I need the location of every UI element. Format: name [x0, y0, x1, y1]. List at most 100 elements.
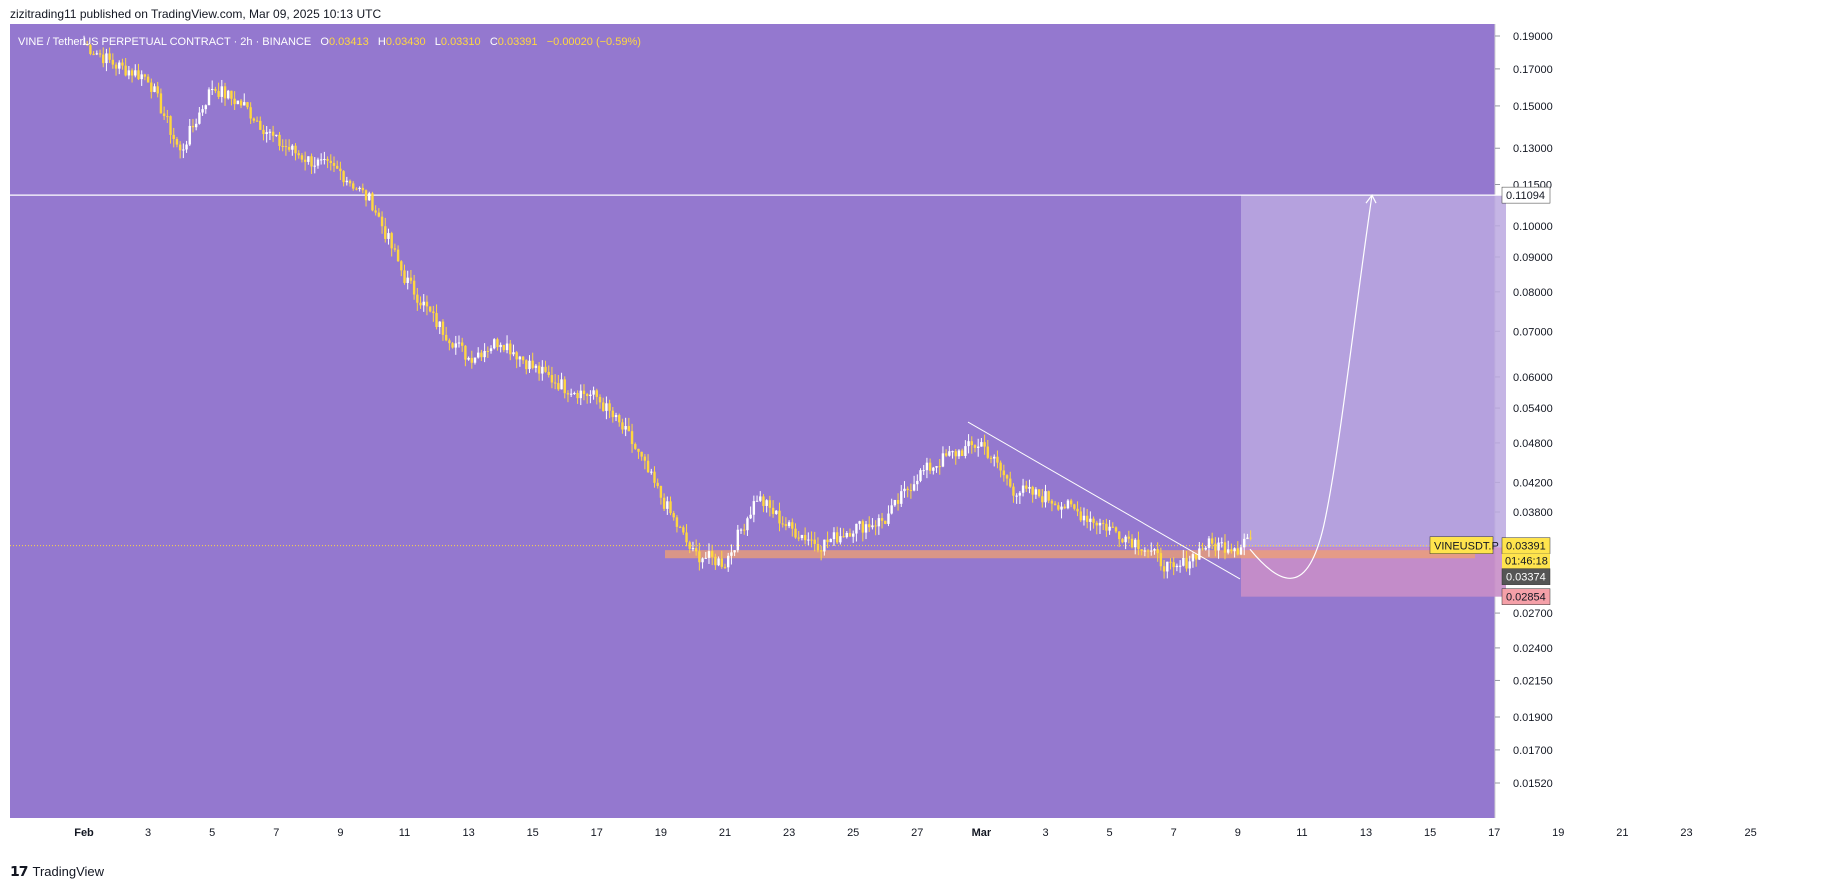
candle-body[interactable]	[486, 351, 490, 353]
candle-body[interactable]	[121, 62, 124, 66]
candle-body[interactable]	[550, 375, 554, 383]
candle-body[interactable]	[204, 105, 207, 110]
candle-body[interactable]	[1223, 542, 1227, 553]
candle-body[interactable]	[387, 233, 390, 239]
candle-body[interactable]	[454, 343, 457, 348]
candle-body[interactable]	[967, 441, 970, 447]
candle-body[interactable]	[557, 383, 560, 390]
candle-body[interactable]	[819, 550, 823, 552]
candle-body[interactable]	[890, 505, 893, 514]
candle-body[interactable]	[803, 534, 807, 541]
candle-body[interactable]	[134, 70, 137, 76]
candle-body[interactable]	[928, 462, 932, 471]
candle-body[interactable]	[563, 379, 566, 394]
candle-body[interactable]	[1185, 557, 1188, 569]
candle-body[interactable]	[505, 343, 509, 351]
candle-body[interactable]	[175, 138, 179, 145]
candle-body[interactable]	[287, 147, 291, 150]
candle-body[interactable]	[1114, 527, 1118, 532]
candle-body[interactable]	[775, 510, 778, 514]
candle-body[interactable]	[1031, 486, 1034, 495]
candle-body[interactable]	[1092, 518, 1095, 523]
candle-body[interactable]	[355, 188, 358, 190]
candle-body[interactable]	[1041, 496, 1044, 503]
candle-body[interactable]	[768, 500, 772, 508]
candle-body[interactable]	[1118, 531, 1121, 540]
candle-body[interactable]	[980, 442, 983, 447]
candle-body[interactable]	[1146, 550, 1150, 552]
candle-body[interactable]	[294, 145, 297, 154]
candle-body[interactable]	[1098, 522, 1102, 526]
candle-body[interactable]	[361, 187, 365, 191]
candle-body[interactable]	[211, 89, 214, 91]
candle-body[interactable]	[794, 528, 797, 538]
candle-body[interactable]	[935, 466, 938, 468]
candle-body[interactable]	[823, 539, 826, 552]
candle-body[interactable]	[1034, 489, 1038, 495]
candle-body[interactable]	[178, 144, 182, 151]
candle-body[interactable]	[137, 70, 140, 80]
candle-body[interactable]	[842, 536, 845, 538]
candle-body[interactable]	[1207, 538, 1211, 548]
candle-body[interactable]	[467, 357, 470, 360]
candle-body[interactable]	[332, 163, 336, 166]
candle-body[interactable]	[1239, 547, 1243, 555]
candle-body[interactable]	[531, 360, 534, 368]
candle-body[interactable]	[393, 248, 397, 250]
candle-body[interactable]	[374, 210, 377, 213]
candle-body[interactable]	[243, 102, 246, 106]
candle-body[interactable]	[1140, 549, 1143, 552]
candle-body[interactable]	[252, 118, 256, 121]
candle-body[interactable]	[329, 160, 332, 164]
candle-body[interactable]	[1217, 542, 1220, 551]
candle-body[interactable]	[1153, 549, 1156, 551]
candle-body[interactable]	[326, 159, 329, 161]
candle-body[interactable]	[646, 460, 650, 473]
candle-body[interactable]	[983, 442, 986, 447]
candle-body[interactable]	[1025, 485, 1028, 489]
candle-body[interactable]	[262, 129, 265, 135]
candle-body[interactable]	[666, 501, 669, 509]
candle-body[interactable]	[566, 393, 570, 395]
candle-body[interactable]	[637, 448, 640, 452]
candle-body[interactable]	[807, 539, 810, 541]
candle-body[interactable]	[95, 53, 99, 55]
candle-body[interactable]	[236, 100, 240, 105]
candle-body[interactable]	[316, 159, 320, 166]
candle-body[interactable]	[230, 90, 233, 99]
candle-body[interactable]	[188, 125, 191, 145]
candle-body[interactable]	[223, 86, 227, 99]
candle-body[interactable]	[720, 558, 723, 567]
candle-body[interactable]	[618, 415, 621, 423]
candle-body[interactable]	[999, 462, 1002, 471]
candle-body[interactable]	[589, 394, 592, 397]
candle-body[interactable]	[993, 456, 996, 459]
candle-body[interactable]	[582, 390, 586, 395]
candle-body[interactable]	[884, 520, 887, 524]
candle-body[interactable]	[595, 390, 598, 397]
candle-body[interactable]	[185, 144, 188, 150]
candle-body[interactable]	[861, 521, 865, 533]
candle-body[interactable]	[220, 86, 224, 97]
candle-body[interactable]	[400, 261, 403, 271]
candle-body[interactable]	[1178, 565, 1182, 567]
candle-body[interactable]	[214, 89, 217, 91]
candle-body[interactable]	[662, 497, 666, 509]
candle-body[interactable]	[1095, 522, 1098, 526]
candle-body[interactable]	[518, 356, 522, 360]
candle-body[interactable]	[1182, 557, 1185, 566]
candle-body[interactable]	[749, 514, 752, 519]
candle-body[interactable]	[903, 488, 906, 492]
candle-body[interactable]	[114, 64, 118, 69]
candle-body[interactable]	[569, 393, 573, 395]
candle-body[interactable]	[640, 451, 643, 457]
candle-body[interactable]	[957, 450, 961, 457]
candle-body[interactable]	[323, 159, 326, 161]
candle-body[interactable]	[1220, 542, 1223, 544]
candle-body[interactable]	[265, 132, 268, 135]
candle-body[interactable]	[1243, 538, 1246, 548]
candle-body[interactable]	[1057, 505, 1060, 510]
candle-body[interactable]	[900, 491, 903, 504]
candle-body[interactable]	[1194, 554, 1198, 560]
candle-body[interactable]	[1191, 554, 1195, 562]
